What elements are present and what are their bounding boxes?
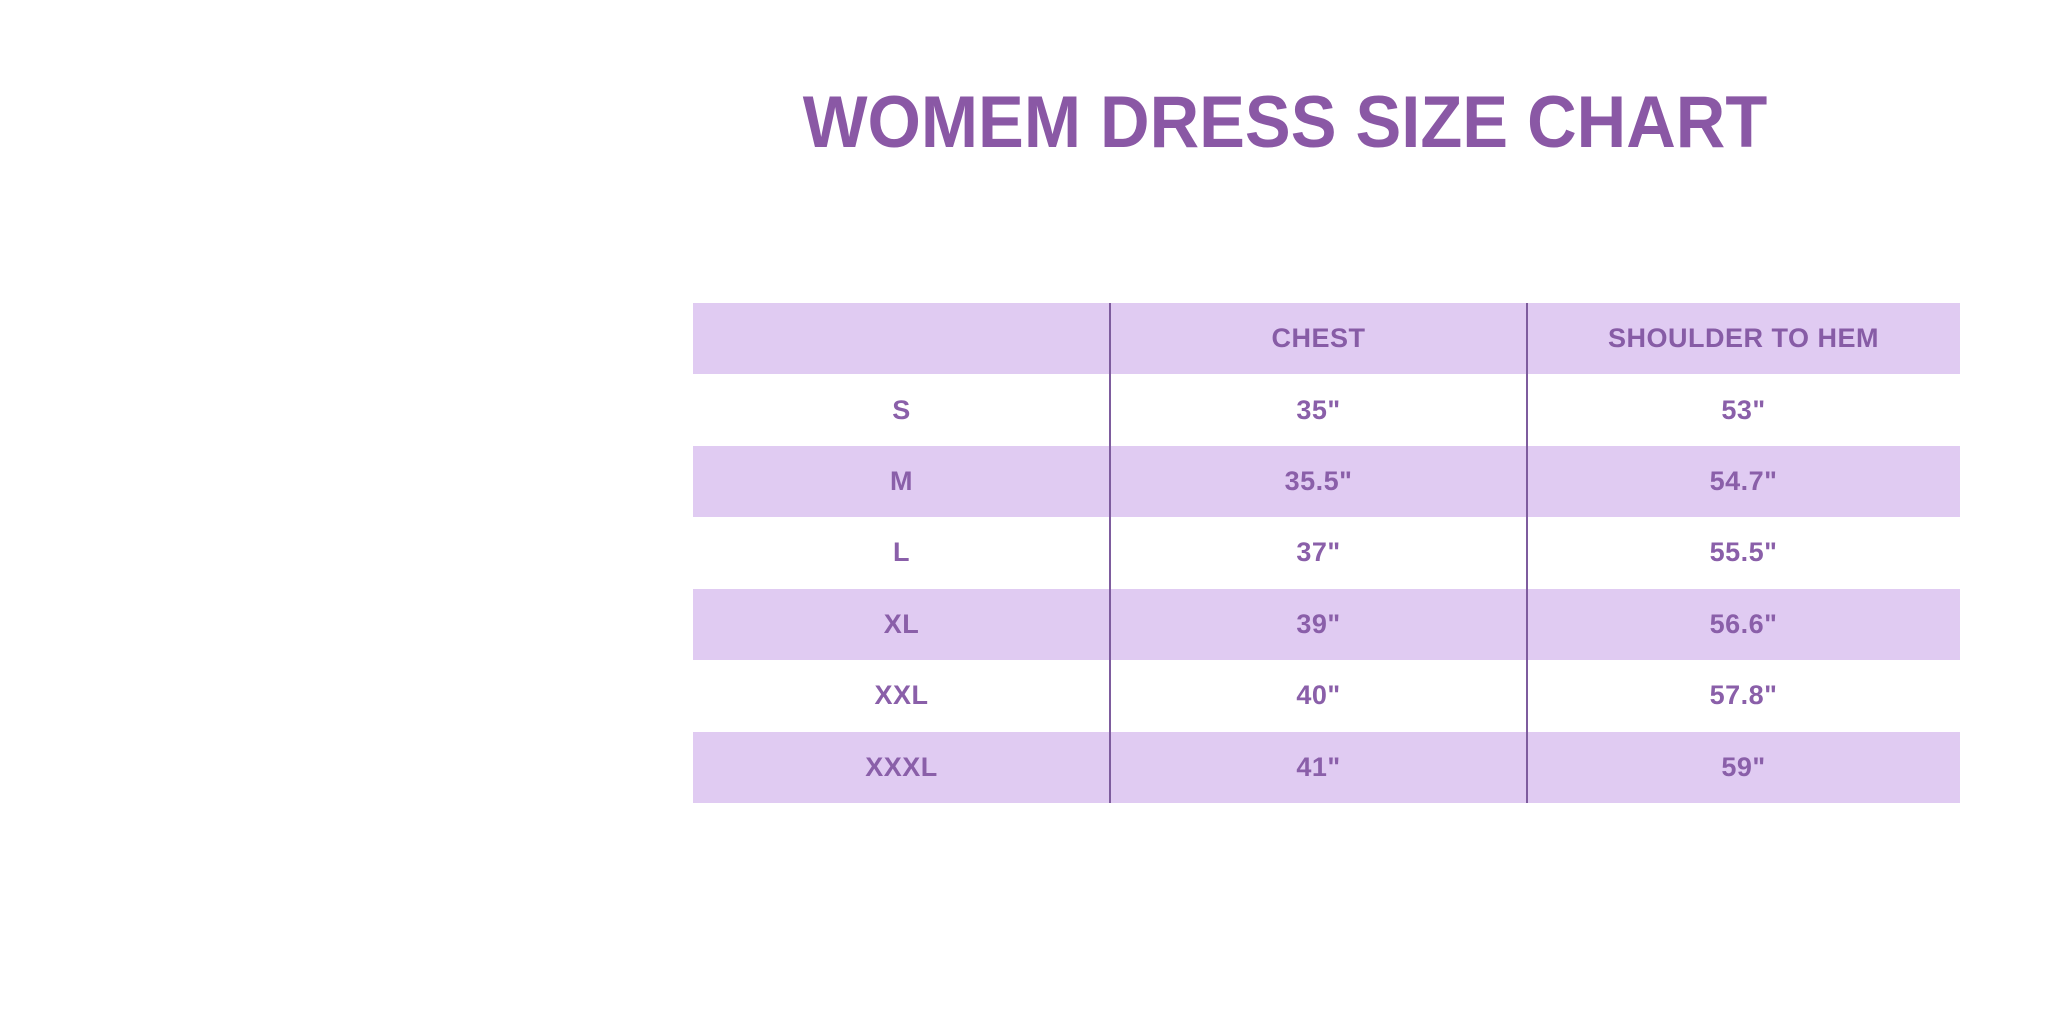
chest-value: 35" — [1296, 394, 1341, 425]
table-row: L 37" 55.5" — [693, 517, 1960, 589]
chest-value: 39" — [1296, 608, 1341, 639]
shoulder-to-hem-value: 53" — [1721, 394, 1766, 425]
size-label: S — [892, 394, 911, 425]
header-shoulder-to-hem: SHOULDER TO HEM — [1607, 323, 1879, 354]
size-label: XXXL — [865, 751, 938, 782]
chest-value: 35.5" — [1284, 466, 1353, 497]
size-label: L — [893, 537, 910, 568]
shoulder-to-hem-value: 54.7" — [1709, 466, 1778, 497]
page-title: WOMEM DRESS SIZE CHART — [802, 82, 1768, 163]
shoulder-to-hem-value: 56.6" — [1709, 608, 1778, 639]
size-label: M — [890, 466, 913, 497]
column-divider — [1526, 303, 1528, 803]
table-row: S 35" 53" — [693, 374, 1960, 446]
table-row: XL 39" 56.6" — [693, 588, 1960, 661]
table-row: XXL 40" 57.8" — [693, 660, 1960, 732]
header-chest: CHEST — [1271, 323, 1366, 354]
shoulder-to-hem-value: 57.8" — [1709, 680, 1778, 711]
size-label: XXL — [874, 680, 929, 711]
chest-value: 37" — [1296, 537, 1341, 568]
shoulder-to-hem-value: 59" — [1721, 751, 1766, 782]
chest-value: 40" — [1296, 680, 1341, 711]
shoulder-to-hem-value: 55.5" — [1709, 537, 1778, 568]
table-row: M 35.5" 54.7" — [693, 445, 1960, 518]
table-header-row: CHEST SHOULDER TO HEM — [693, 303, 1960, 375]
chest-value: 41" — [1296, 751, 1341, 782]
size-table: CHEST SHOULDER TO HEM S 35" 53" M 35.5" … — [693, 303, 1960, 803]
table-row: XXXL 41" 59" — [693, 731, 1960, 803]
column-divider — [1109, 303, 1111, 803]
size-label: XL — [883, 608, 920, 639]
